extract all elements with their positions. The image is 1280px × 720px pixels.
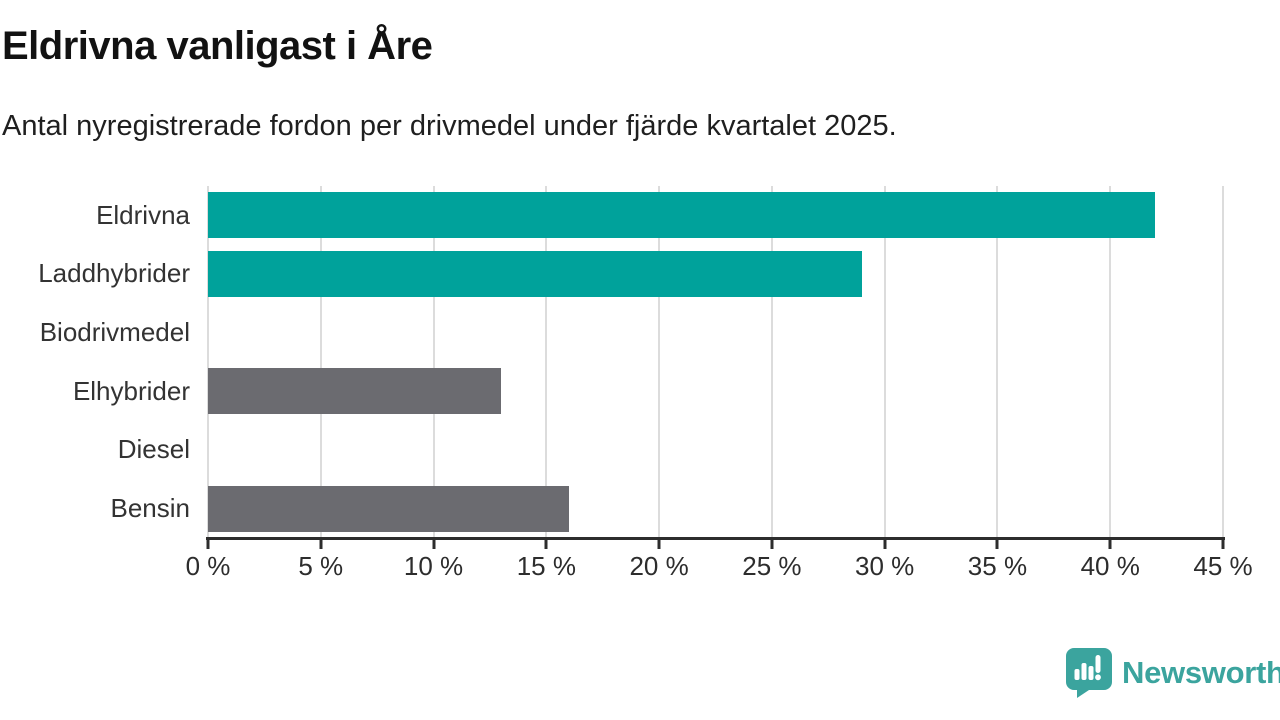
gridline	[207, 186, 209, 538]
x-tick	[770, 540, 774, 549]
gridline	[996, 186, 999, 538]
bar	[208, 368, 502, 415]
x-tick	[1108, 540, 1112, 549]
chart-title: Eldrivna vanligast i Åre	[2, 24, 433, 68]
x-tick	[1221, 540, 1225, 549]
x-tick	[319, 540, 323, 549]
category-label: Bensin	[110, 493, 191, 524]
bar	[208, 485, 569, 532]
x-tick-label: 30 %	[855, 551, 915, 581]
gridline	[883, 186, 886, 538]
x-axis-line	[206, 537, 1225, 540]
x-tick-label: 35 %	[967, 551, 1028, 581]
x-tick	[657, 540, 661, 549]
x-tick-label: 45 %	[1193, 551, 1253, 581]
gridline	[770, 186, 773, 538]
category-label: Eldrivna	[96, 199, 190, 230]
category-label: Elhybrider	[72, 375, 190, 406]
bar	[208, 251, 863, 297]
gridline	[1109, 186, 1112, 538]
x-tick-label: 25 %	[742, 551, 802, 581]
logo-mini-bars	[1074, 655, 1101, 681]
x-tick-label: 5 %	[298, 551, 344, 581]
newsworthy-logo-text: Newsworthy	[1122, 655, 1280, 690]
gridline	[432, 186, 435, 538]
gridline	[658, 186, 661, 538]
bar	[208, 192, 1156, 239]
category-label: Laddhybrider	[38, 258, 190, 289]
chart-subtitle: Antal nyregistrerade fordon per drivmede…	[2, 110, 897, 142]
newsworthy-logo: Newsworthy	[1066, 648, 1280, 698]
x-tick	[432, 540, 436, 549]
category-label: Diesel	[117, 434, 190, 465]
gridline	[1222, 186, 1224, 538]
x-tick	[206, 540, 210, 549]
bar-chart-plot-area	[207, 186, 1224, 538]
gridline	[545, 186, 548, 538]
x-tick-label: 10 %	[403, 551, 464, 581]
x-tick-label: 40 %	[1080, 551, 1140, 581]
gridline	[319, 186, 322, 538]
x-tick-label: 15 %	[516, 551, 576, 581]
x-tick	[544, 540, 548, 549]
category-axis: Eldrivna Laddhybrider Biodrivmedel Elhybrid…	[0, 186, 190, 538]
category-label: Biodrivmedel	[39, 317, 190, 348]
newsworthy-logo-icon	[1066, 648, 1112, 698]
x-tick	[995, 540, 999, 549]
x-tick	[883, 540, 887, 549]
x-tick-label: 0 %	[185, 551, 231, 581]
x-tick-label: 20 %	[629, 551, 689, 581]
